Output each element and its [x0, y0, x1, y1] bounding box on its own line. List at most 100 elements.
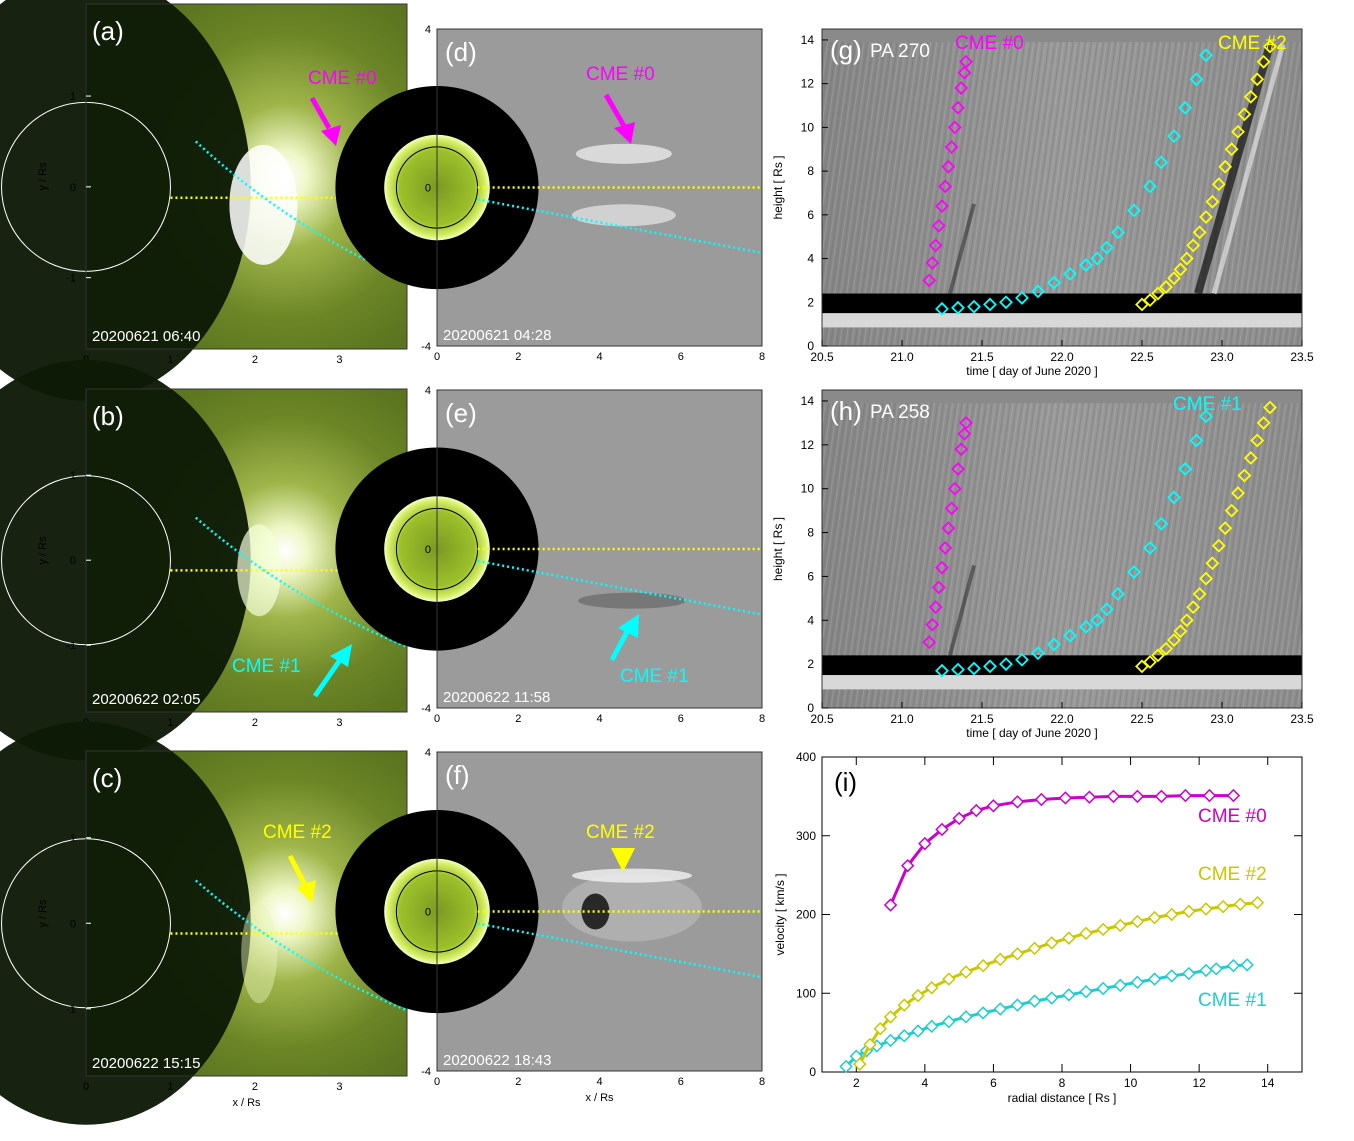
y-tick-label: -4 [421, 703, 431, 715]
y-tick-label: 4 [425, 385, 431, 397]
y-tick-label: 2 [807, 295, 814, 309]
panel-label: (a) [92, 16, 124, 46]
y-tick-label: 14 [801, 33, 815, 47]
series-point-1 [1199, 963, 1213, 978]
series-point-0 [1082, 790, 1097, 804]
series-point-0 [1178, 788, 1193, 803]
x-tick-label: 20.5 [810, 712, 834, 726]
track-point-0 [928, 238, 943, 253]
y-tick-label: -4 [421, 1066, 431, 1078]
track-point-0 [935, 560, 949, 575]
y-tick-label: 1 [70, 470, 76, 482]
track-point-1 [1111, 587, 1125, 601]
series-point-2 [1130, 914, 1145, 929]
bright-feature [241, 903, 278, 1004]
track-point-2 [1186, 600, 1201, 615]
x-tick-label: 8 [759, 351, 765, 363]
y-tick-label: -1 [66, 1004, 76, 1016]
y-tick-label: -4 [421, 341, 431, 353]
track-point-0 [928, 600, 943, 615]
track-point-1 [1189, 72, 1204, 87]
timestamp-label: 20200622 11:58 [443, 689, 550, 706]
track-point-0 [938, 179, 953, 194]
track-point-1 [1167, 490, 1181, 505]
x-tick-label: 3 [336, 354, 342, 366]
panel-label: (i) [834, 767, 857, 797]
track-point-1 [1167, 129, 1181, 144]
series-point-2 [1113, 918, 1128, 933]
series-point-2 [1079, 926, 1093, 941]
track-point-0 [959, 415, 973, 430]
x-tick-label: 3 [336, 1081, 342, 1093]
series-point-0 [986, 799, 1001, 813]
track-point-2 [1263, 39, 1277, 54]
track-point-0 [931, 218, 946, 233]
track-point-1 [1143, 540, 1157, 555]
panel-c: (c) 20200622 15:15 CME #2 1 0 -1 0 1 2 3 y / Rs x /… [0, 721, 408, 1125]
x-tick-label: 6 [678, 351, 684, 363]
y-tick-label: 4 [425, 747, 431, 759]
cme-arrow-shaft [609, 628, 631, 662]
jmap-ridge [948, 203, 976, 295]
x-axis-label: x / Rs [232, 1097, 261, 1109]
track-point-2 [1205, 556, 1220, 571]
x-tick-label: 21.5 [970, 350, 994, 364]
y-tick-label: -2 [421, 262, 431, 274]
series-point-0 [1034, 792, 1049, 807]
track-point-2 [1192, 587, 1207, 601]
track-point-2 [1243, 451, 1258, 465]
series-point-1 [1027, 994, 1042, 1008]
x-tick-label: 23.5 [1290, 350, 1314, 364]
jmap-ridge [1211, 43, 1286, 295]
track-point-2 [1218, 159, 1233, 174]
y-tick-label: 8 [807, 164, 814, 178]
series-point-2 [863, 1037, 877, 1052]
y-tick-label: 0 [809, 1065, 816, 1079]
track-point-1 [999, 295, 1013, 310]
series-point-0 [1202, 788, 1217, 803]
x-tick-label: 2 [252, 717, 258, 729]
track-point-2 [1250, 72, 1265, 87]
track-point-2 [1211, 177, 1226, 192]
cme-arrow-head [614, 122, 635, 144]
jmap-panels: (g) PA 270 CME #0 CME #2 0 2 4 6 8 10 12 14 20.5 21.0… [771, 28, 1314, 740]
track-point-2 [1173, 262, 1188, 277]
track-point-0 [957, 426, 972, 441]
x-axis-label: time [ day of June 2020 ] [966, 364, 1097, 378]
panel-label: (f) [445, 760, 470, 790]
series-point-0 [952, 811, 966, 826]
x-tick-label: 2 [515, 713, 521, 725]
track-point-2 [1179, 613, 1194, 628]
y-axis-label: height [ Rs ] [771, 517, 785, 581]
track-point-1 [1015, 652, 1029, 667]
track-point-1 [967, 661, 981, 676]
x-tick-label: 0 [434, 1076, 440, 1088]
series-point-1 [1079, 984, 1093, 999]
x-tick-label: 1 [167, 1081, 173, 1093]
series-point-1 [924, 1019, 939, 1034]
track-point-2 [1173, 624, 1188, 639]
x-tick-label: 0 [83, 1081, 89, 1093]
track-point-2 [1199, 210, 1213, 224]
y-tick-label: 400 [796, 750, 816, 764]
y-axis-label: y / Rs [37, 899, 49, 928]
series-point-0 [1058, 791, 1073, 805]
track-point-2 [1167, 271, 1181, 286]
track-point-0 [951, 100, 965, 115]
x-tick-label: 3 [336, 717, 342, 729]
y-tick-label: 100 [796, 986, 816, 1000]
x-tick-label: 21.0 [890, 712, 914, 726]
series-point-0 [969, 803, 984, 818]
track-point-2 [1192, 225, 1207, 240]
track-point-2 [1205, 194, 1220, 209]
y-tick-label: -2 [421, 624, 431, 636]
track-point-1 [1090, 251, 1105, 266]
series-point-2 [1096, 922, 1110, 937]
track-point-1 [967, 299, 981, 314]
position-angle-label: PA 258 [870, 402, 930, 423]
track-point-2 [1143, 655, 1157, 669]
occulter-shadow [0, 359, 251, 761]
y-tick-label: 0 [425, 183, 431, 195]
x-axis-label: time [ day of June 2020 ] [966, 726, 1097, 740]
